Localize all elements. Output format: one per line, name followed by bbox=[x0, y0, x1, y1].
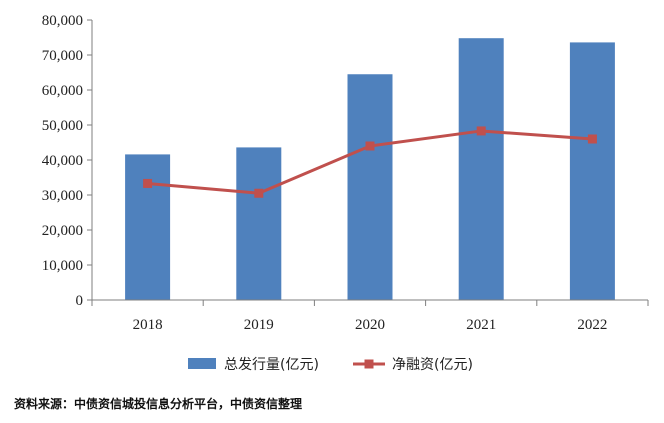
x-tick-label: 2022 bbox=[577, 317, 607, 333]
line-point bbox=[254, 188, 264, 198]
y-tick-label: 20,000 bbox=[42, 223, 83, 239]
bar bbox=[569, 42, 615, 301]
x-tick-label: 2020 bbox=[355, 317, 385, 333]
bar-series bbox=[125, 38, 615, 301]
y-tick-label: 10,000 bbox=[42, 258, 83, 274]
x-tick-label: 2021 bbox=[466, 317, 496, 333]
y-tick-label: 80,000 bbox=[42, 13, 83, 29]
y-tick-label: 60,000 bbox=[42, 83, 83, 99]
x-tick-label: 2019 bbox=[244, 317, 274, 333]
x-axis: 2018 2019 2020 2021 2022 bbox=[91, 299, 649, 333]
bar bbox=[125, 154, 171, 300]
line-point bbox=[587, 134, 597, 144]
y-tick-label: 40,000 bbox=[42, 153, 83, 169]
bar bbox=[236, 147, 282, 300]
line-point bbox=[143, 178, 153, 188]
source-note: 资料来源：中债资信城投信息分析平台，中债资信整理 bbox=[14, 397, 303, 411]
legend-label-line: 净融资(亿元) bbox=[392, 357, 473, 373]
legend-swatch-marker bbox=[364, 359, 374, 369]
legend: 总发行量(亿元) 净融资(亿元) bbox=[188, 357, 473, 373]
x-tick-label: 2018 bbox=[133, 317, 163, 333]
combo-chart: 0 10,000 20,000 30,000 40,000 50,000 60,000 70,… bbox=[42, 13, 649, 373]
y-tick-label: 0 bbox=[76, 293, 84, 309]
y-tick-label: 70,000 bbox=[42, 48, 83, 64]
y-tick-label: 30,000 bbox=[42, 188, 83, 204]
legend-swatch-bar bbox=[188, 358, 216, 369]
y-tick-label: 50,000 bbox=[42, 118, 83, 134]
bar bbox=[347, 74, 393, 300]
legend-label-bar: 总发行量(亿元) bbox=[224, 357, 319, 373]
y-axis: 0 10,000 20,000 30,000 40,000 50,000 60,000 70,… bbox=[42, 13, 93, 309]
line-point bbox=[365, 141, 375, 151]
bar bbox=[458, 38, 504, 300]
line-point bbox=[476, 126, 486, 136]
line-series bbox=[143, 126, 597, 198]
